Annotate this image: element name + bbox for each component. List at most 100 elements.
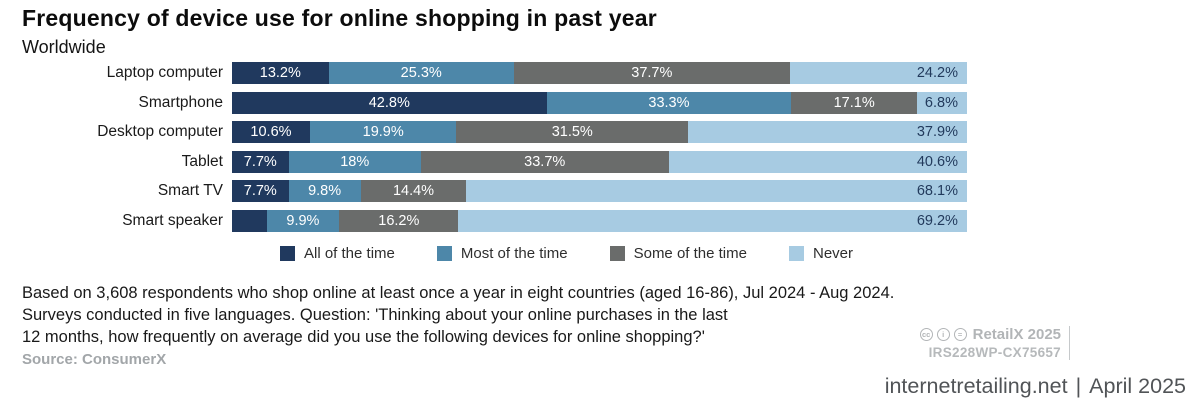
footnote-line: Surveys conducted in five languages. Que… [22, 306, 728, 324]
bar-segment-most-of-the-time: 33.3% [546, 91, 792, 114]
legend-swatch [609, 246, 625, 261]
segment-value-label: 19.9% [362, 124, 404, 140]
chart-row: Smart TV 7.7% 9.8% 14.4% 68.1% [10, 180, 967, 202]
legend-label: Never [812, 245, 853, 262]
footnote: Based on 3,608 respondents who shop onli… [22, 282, 972, 348]
footnote-line: 12 months, how frequently on average did… [22, 328, 705, 346]
legend-swatch [436, 246, 452, 261]
legend-item: Never [788, 245, 853, 262]
chart-row: Laptop computer 13.2% 25.3% 37.7% 24.2% [10, 62, 967, 84]
category-label: Desktop computer [97, 123, 223, 140]
cc-by-icon: i [936, 328, 950, 341]
legend-item: Some of the time [609, 245, 747, 262]
page-subtitle: Worldwide [22, 37, 106, 57]
cc-icon: cc [919, 328, 933, 341]
bar-segment-some-of-the-time: 14.4% [360, 180, 467, 202]
bar-segment-most-of-the-time: 25.3% [328, 62, 514, 84]
bar-stack: 10.6% 19.9% 31.5% 37.9% [232, 121, 967, 143]
segment-value-label: 7.7% [243, 153, 277, 170]
segment-value-label: 33.3% [648, 94, 690, 111]
bar-segment-some-of-the-time: 31.5% [456, 121, 689, 143]
category-label: Smart TV [157, 182, 223, 199]
chart-row: Smartphone 42.8% 33.3% 17.1% 6.8% [10, 91, 967, 114]
category-label: Laptop computer [106, 64, 223, 81]
bar-stack: 42.8% 33.3% 17.1% 6.8% [232, 91, 967, 114]
segment-value-label: 68.1% [916, 183, 958, 199]
bar-segment-most-of-the-time: 18% [288, 150, 421, 173]
license-publisher-line: cc i = RetailX 2025 [919, 326, 1061, 343]
site-footer-separator: | [1075, 374, 1082, 398]
legend-label: Most of the time [460, 245, 568, 262]
legend-item: All of the time [280, 245, 395, 262]
segment-value-label: 25.3% [400, 65, 442, 81]
segment-value-label: 37.7% [631, 65, 673, 81]
segment-value-label: 14.4% [392, 183, 435, 199]
segment-value-label: 33.7% [524, 153, 566, 170]
bar-segment-all-of-the-time: 42.8% [232, 91, 547, 114]
segment-value-label: 42.8% [368, 94, 410, 111]
meta-divider [1069, 326, 1070, 360]
category-label: Smart speaker [122, 211, 223, 229]
bar-segment-never: 6.8% [917, 91, 967, 114]
bar-segment-most-of-the-time: 9.9% [266, 209, 340, 232]
bar-segment-never: 24.2% [789, 62, 967, 84]
bar-segment-some-of-the-time: 16.2% [339, 209, 459, 232]
category-label: Smartphone [138, 93, 223, 111]
footnote-line: Based on 3,608 respondents who shop onli… [22, 284, 895, 302]
chart-rows: Laptop computer 13.2% 25.3% 37.7% 24.2% Smart… [10, 62, 967, 232]
chart-row: Desktop computer 10.6% 19.9% 31.5% 37.9% [10, 121, 967, 143]
segment-value-label: 18% [340, 153, 370, 170]
segment-value-label: 37.9% [916, 124, 958, 140]
chart-legend: All of the time Most of the time Some of t… [280, 245, 853, 262]
segment-value-label: 9.8% [308, 183, 342, 199]
license-meta: cc i = RetailX 2025 IRS228WP-CX75657 [860, 326, 1070, 360]
publisher-label: RetailX 2025 [972, 326, 1061, 343]
bar-segment-some-of-the-time: 17.1% [791, 91, 917, 114]
bar-segment-most-of-the-time: 9.8% [288, 180, 361, 202]
bar-segment-never: 68.1% [466, 180, 967, 202]
license-meta-lines: cc i = RetailX 2025 IRS228WP-CX75657 [919, 326, 1061, 360]
publication-date: April 2025 [1089, 374, 1186, 398]
segment-value-label: 69.2% [916, 212, 958, 229]
bar-segment-all-of-the-time [232, 209, 267, 232]
category-label: Tablet [181, 152, 223, 170]
bar-stack: 13.2% 25.3% 37.7% 24.2% [232, 62, 967, 84]
bar-segment-all-of-the-time: 10.6% [232, 121, 310, 143]
site-name: internetretailing.net [884, 374, 1068, 398]
bar-segment-all-of-the-time: 13.2% [232, 62, 329, 84]
bar-stack: 7.7% 18% 33.7% 40.6% [232, 150, 967, 173]
bar-segment-most-of-the-time: 19.9% [309, 121, 457, 143]
segment-value-label: 17.1% [833, 94, 875, 111]
segment-value-label: 10.6% [250, 124, 292, 140]
legend-swatch [280, 246, 295, 261]
segment-value-label: 6.8% [924, 94, 958, 111]
bar-segment-never: 40.6% [668, 150, 967, 173]
legend-label: Some of the time [633, 245, 747, 262]
stacked-bar-chart: Laptop computer 13.2% 25.3% 37.7% 24.2% Smart… [10, 62, 967, 239]
bar-segment-some-of-the-time: 37.7% [513, 62, 790, 84]
chart-row: Tablet 7.7% 18% 33.7% 40.6% [10, 150, 967, 173]
reference-code: IRS228WP-CX75657 [928, 345, 1061, 360]
segment-value-label: 24.2% [916, 65, 958, 81]
segment-value-label: 9.9% [286, 212, 320, 229]
bar-segment-all-of-the-time: 7.7% [232, 180, 289, 202]
segment-value-label: 7.7% [243, 183, 277, 199]
bar-segment-some-of-the-time: 33.7% [420, 150, 669, 173]
legend-label: All of the time [304, 245, 395, 262]
legend-swatch [788, 246, 804, 261]
segment-value-label: 16.2% [378, 212, 420, 229]
bar-stack: 9.9% 16.2% 69.2% [232, 209, 967, 232]
page-title: Frequency of device use for online shopp… [22, 5, 657, 31]
legend-item: Most of the time [436, 245, 568, 262]
segment-value-label: 13.2% [259, 65, 301, 81]
segment-value-label: 31.5% [551, 124, 593, 140]
bar-segment-all-of-the-time: 7.7% [232, 150, 289, 173]
bar-stack: 7.7% 9.8% 14.4% 68.1% [232, 180, 967, 202]
source-credit: Source: ConsumerX [22, 351, 167, 368]
segment-value-label: 40.6% [916, 153, 958, 170]
site-footer: internetretailing.net | April 2025 [885, 374, 1186, 399]
chart-row: Smart speaker 9.9% 16.2% 69.2% [10, 209, 967, 232]
bar-segment-never: 37.9% [688, 121, 967, 143]
bar-segment-never: 69.2% [458, 209, 967, 232]
